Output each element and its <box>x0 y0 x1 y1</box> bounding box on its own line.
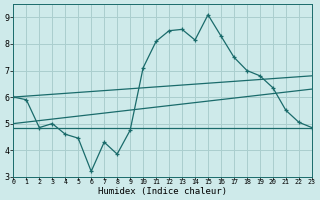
X-axis label: Humidex (Indice chaleur): Humidex (Indice chaleur) <box>98 187 227 196</box>
